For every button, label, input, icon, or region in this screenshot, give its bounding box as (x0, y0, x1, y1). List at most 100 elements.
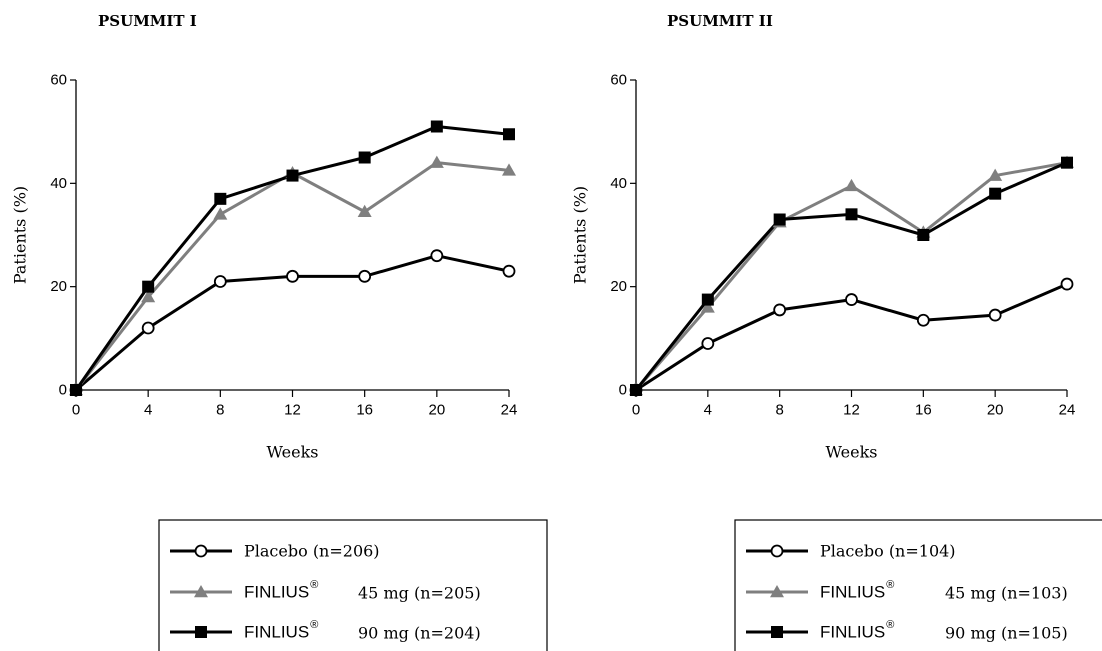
legend: Placebo (n=206)FINLIUS ® 45 mg (n=205)FINL… (158, 519, 548, 651)
data-point (630, 384, 642, 396)
data-point (917, 229, 930, 241)
x-tick-label: 16 (915, 402, 932, 419)
legend-label-brand: FINLIUS (820, 623, 885, 642)
y-tick-label: 40 (610, 175, 627, 192)
y-axis-label: Patients (%) (571, 186, 590, 284)
legend-box (158, 519, 548, 651)
chart-panel-2: PSUMMIT II 0 20 40 60 0 4 8 12 16 20 24 Weeks Patient… (571, 12, 1102, 651)
data-point (988, 168, 1003, 181)
data-point (845, 208, 858, 221)
data-point (773, 303, 787, 317)
legend-marker (195, 626, 207, 638)
data-point (701, 293, 714, 306)
legend-label-mark: ® (886, 619, 894, 631)
x-tick-label: 20 (428, 402, 445, 419)
legend-marker (770, 585, 784, 598)
series-1-markers (629, 277, 1074, 397)
data-point (430, 120, 443, 133)
legend-item: Placebo (n=206) (170, 542, 380, 561)
data-point (430, 249, 444, 263)
x-tick-label: 8 (216, 402, 224, 419)
data-point (502, 163, 516, 176)
data-point (358, 151, 371, 164)
x-axis-label: Weeks (826, 443, 878, 462)
y-tick-label: 20 (610, 278, 627, 295)
series-3 (634, 161, 1068, 391)
data-point (286, 269, 299, 283)
data-point (700, 300, 715, 313)
y-tick-label: 40 (50, 175, 67, 192)
data-point (141, 321, 155, 335)
y-tick-label: 20 (50, 278, 67, 295)
legend-label-rest: 90 mg (n=204) (358, 624, 481, 643)
data-point (773, 213, 786, 226)
data-point (503, 128, 515, 141)
data-point (988, 308, 1002, 322)
data-point (1061, 156, 1073, 169)
legend-label-brand: FINLIUS (820, 583, 885, 602)
series-2 (634, 161, 1068, 391)
data-point (141, 290, 156, 303)
legend-item: FINLIUS ® 45 mg (n=103) (746, 579, 1068, 603)
series-2-markers (629, 155, 1074, 396)
data-point (213, 207, 228, 220)
data-point (214, 192, 227, 205)
legend: Placebo (n=104)FINLIUS ® 45 mg (n=103)FINL… (734, 519, 1102, 651)
data-point (286, 169, 299, 182)
legend-marker (194, 544, 208, 558)
data-point (213, 275, 227, 288)
series-line (634, 161, 1068, 391)
legend-marker (771, 626, 783, 638)
x-tick-label: 12 (843, 402, 860, 419)
x-axis-label: Weeks (267, 443, 319, 462)
x-tick-label: 24 (501, 402, 518, 419)
x-tick-label: 0 (632, 402, 640, 419)
legend-label-mark: ® (886, 579, 894, 591)
series-line (634, 161, 1068, 391)
legend-label-brand: FINLIUS (244, 623, 309, 642)
series-1-markers (69, 249, 516, 397)
y-tick-label: 0 (619, 382, 627, 399)
legend-label: Placebo (n=104) (820, 542, 956, 561)
legend-label-rest: 45 mg (n=205) (358, 584, 481, 603)
data-point (989, 187, 1002, 200)
legend-label-rest: 45 mg (n=103) (945, 584, 1068, 603)
chart-panel-1: PSUMMIT I 0 20 40 60 0 4 8 12 16 20 24 Weeks Patients… (11, 12, 548, 651)
x-tick-label: 20 (987, 402, 1004, 419)
legend-marker (770, 544, 784, 558)
y-tick-label: 0 (59, 382, 67, 399)
data-point (357, 204, 372, 217)
legend-label-mark: ® (310, 619, 318, 631)
x-tick-label: 16 (356, 402, 373, 419)
y-tick-label: 60 (50, 72, 67, 89)
y-tick-label: 60 (610, 72, 627, 89)
x-tick-label: 0 (72, 402, 80, 419)
legend-item: Placebo (n=104) (746, 542, 956, 561)
x-tick-label: 24 (1059, 402, 1076, 419)
data-point (429, 155, 444, 168)
data-point (358, 269, 372, 283)
y-axis-label: Patients (%) (11, 186, 30, 284)
x-tick-label: 8 (775, 402, 783, 419)
legend-marker (194, 585, 208, 598)
legend-item: FINLIUS ® 90 mg (n=105) (746, 619, 1068, 643)
data-point (844, 178, 859, 192)
legend-box (734, 519, 1102, 651)
data-point (142, 280, 155, 293)
x-tick-label: 4 (144, 402, 152, 419)
chart-title: PSUMMIT II (667, 12, 773, 30)
legend-label-mark: ® (310, 579, 318, 591)
data-point (502, 264, 516, 278)
legend-label-brand: FINLIUS (244, 583, 309, 602)
series-3-markers (70, 120, 515, 396)
x-tick-label: 12 (284, 402, 301, 419)
legend-item: FINLIUS ® 90 mg (n=204) (170, 619, 481, 643)
x-tick-label: 4 (704, 402, 712, 419)
series-3-markers (630, 156, 1073, 396)
chart-title: PSUMMIT I (98, 12, 197, 30)
legend-item: FINLIUS ® 45 mg (n=205) (170, 579, 481, 603)
data-point (70, 384, 82, 396)
legend-label: Placebo (n=206) (244, 542, 380, 561)
